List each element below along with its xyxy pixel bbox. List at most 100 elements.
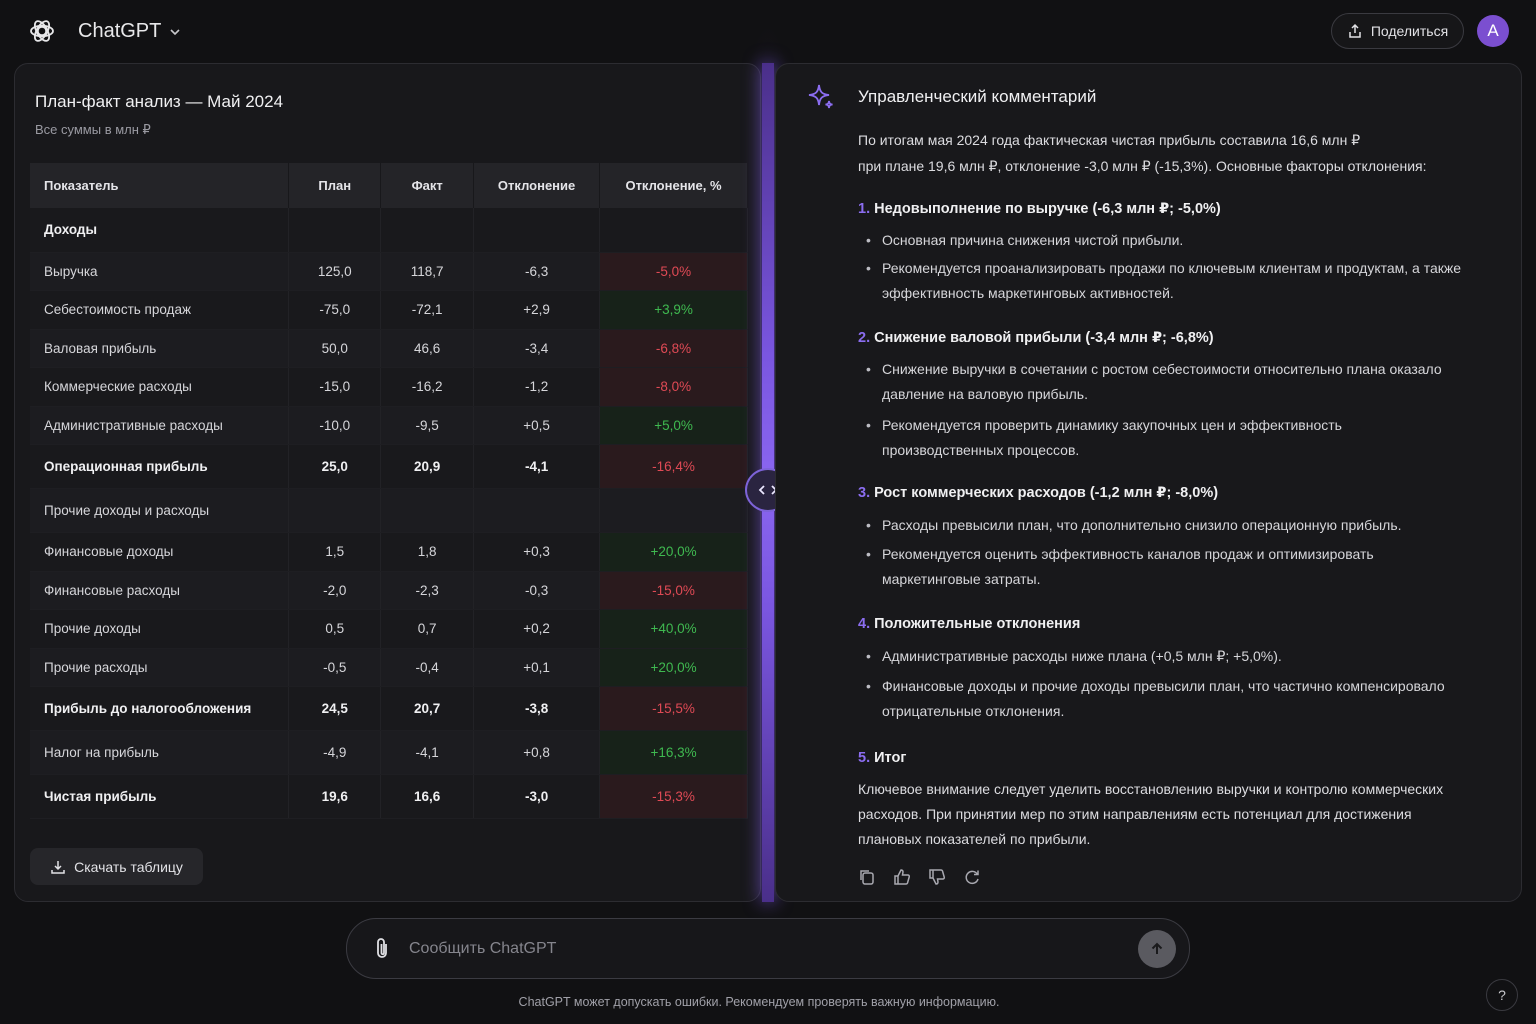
table-subtitle: Все суммы в млн ₽ [35,122,151,137]
table-cell-plan: 24,5 [288,686,382,731]
table-cell-dev: -0,3 [473,571,601,610]
share-label: Поделиться [1370,23,1449,39]
plan-fact-table: Показатель План Факт Отклонение Отклонен… [30,163,748,819]
table-row: Выручка 125,0 118,7 -6,3 -5,0% [30,252,748,291]
table-cell-fact [380,488,475,533]
table-cell-name: Прибыль до налогообложения [30,686,290,731]
table-row: Операционная прибыль 25,0 20,9 -4,1 -16,4% [30,444,748,489]
table-cell-dev: -3,8 [473,686,601,731]
table-title: План-факт анализ — Май 2024 [35,92,284,111]
commentary-panel: Управленческий комментарий По итогам мая… [775,63,1522,902]
table-cell-dev-pct [599,208,748,253]
table-cell-dev: -6,3 [473,252,601,291]
column-header-plan: План [288,163,382,208]
thumbs-down-icon[interactable] [928,868,946,886]
table-row: Коммерческие расходы -15,0 -16,2 -1,2 -8,0% [30,367,748,407]
message-input[interactable] [409,937,1109,961]
table-cell-plan: 19,6 [288,774,382,819]
share-button[interactable]: Поделиться [1331,13,1464,49]
table-cell-dev-pct: +3,9% [599,290,748,330]
table-cell-fact: 118,7 [380,252,475,291]
section-3-title: 3. Рост коммерческих расходов (-1,2 млн … [858,485,1219,501]
table-cell-dev-pct: -16,4% [599,444,748,489]
table-cell-plan: 50,0 [288,329,382,368]
table-cell-name: Коммерческие расходы [30,367,290,407]
table-cell-dev-pct: +20,0% [599,648,748,687]
section-2-title: 2. Снижение валовой прибыли (-3,4 млн ₽;… [858,330,1214,346]
paperclip-icon[interactable] [371,936,393,962]
message-composer [346,918,1190,979]
table-cell-name: Прочие доходы и расходы [30,488,290,533]
commentary-title: Управленческий комментарий [858,87,1097,106]
table-cell-fact: -0,4 [380,648,475,687]
table-cell-dev-pct: -6,8% [599,329,748,368]
table-cell-name: Выручка [30,252,290,291]
table-cell-plan: 25,0 [288,444,382,489]
section-2-bullet-1: Снижение выручки в сочетании с ростом се… [866,357,1466,407]
table-cell-fact [380,208,475,253]
chevron-down-icon [170,28,180,35]
table-row: Налог на прибыль -4,9 -4,1 +0,8 +16,3% [30,730,748,775]
table-cell-name: Финансовые расходы [30,571,290,610]
table-row: Себестоимость продаж -75,0 -72,1 +2,9 +3,9% [30,290,748,330]
table-cell-dev-pct: +20,0% [599,532,748,572]
table-cell-dev-pct: +40,0% [599,609,748,649]
table-cell-dev-pct: -15,3% [599,774,748,819]
table-cell-fact: 0,7 [380,609,475,649]
table-cell-plan: 0,5 [288,609,382,649]
table-cell-dev-pct: +16,3% [599,730,748,775]
section-3-bullet-2: Рекомендуется оценить эффективность кана… [866,542,1466,592]
commentary-intro: По итогам мая 2024 года фактическая чист… [858,127,1478,179]
table-cell-dev-pct: -5,0% [599,252,748,291]
table-cell-dev [473,208,601,253]
arrow-up-icon [1151,942,1163,954]
table-cell-fact: 20,7 [380,686,475,731]
table-cell-dev: +0,2 [473,609,601,649]
download-table-button[interactable]: Скачать таблицу [30,848,203,885]
table-row: Валовая прибыль 50,0 46,6 -3,4 -6,8% [30,329,748,368]
table-cell-name: Себестоимость продаж [30,290,290,330]
table-cell-name: Налог на прибыль [30,730,290,775]
table-cell-plan: 1,5 [288,532,382,572]
table-cell-dev-pct: -15,0% [599,571,748,610]
table-row: Доходы [30,208,748,253]
table-cell-fact: -72,1 [380,290,475,330]
column-header-fact: Факт [380,163,475,208]
table-cell-name: Прочие доходы [30,609,290,649]
table-cell-dev: +0,1 [473,648,601,687]
download-label: Скачать таблицу [74,858,183,875]
share-icon [1349,23,1361,38]
send-button[interactable] [1138,930,1176,968]
section-4-bullet-2: Финансовые доходы и прочие доходы превыс… [866,674,1466,724]
avatar[interactable]: A [1477,15,1509,47]
intro-line-2: при плане 19,6 млн ₽, отклонение -3,0 мл… [858,158,1427,174]
table-cell-name: Административные расходы [30,406,290,445]
table-row: Административные расходы -10,0 -9,5 +0,5 +5,… [30,406,748,445]
table-cell-plan: -0,5 [288,648,382,687]
table-cell-plan: -2,0 [288,571,382,610]
table-row: Прочие доходы 0,5 0,7 +0,2 +40,0% [30,609,748,649]
thumbs-up-icon[interactable] [893,868,911,886]
copy-icon[interactable] [858,868,876,886]
table-cell-plan: 125,0 [288,252,382,291]
table-cell-dev-pct: -15,5% [599,686,748,731]
table-cell-fact: 20,9 [380,444,475,489]
intro-line-1: По итогам мая 2024 года фактическая чист… [858,132,1361,148]
section-1-title: 1. Недовыполнение по выручке (-6,3 млн ₽… [858,201,1221,217]
table-row: Чистая прибыль 19,6 16,6 -3,0 -15,3% [30,774,748,819]
regenerate-icon[interactable] [963,868,981,886]
section-1-bullet-1: Основная причина снижения чистой прибыли… [866,228,1466,253]
column-header-deviation-pct: Отклонение, % [599,163,748,208]
table-cell-plan: -15,0 [288,367,382,407]
section-2-bullet-2: Рекомендуется проверить динамику закупоч… [866,413,1466,463]
table-cell-plan [288,488,382,533]
table-cell-fact: -9,5 [380,406,475,445]
chatgpt-logo-icon[interactable] [28,17,56,45]
table-cell-plan: -4,9 [288,730,382,775]
table-cell-dev: -1,2 [473,367,601,407]
model-selector[interactable]: ChatGPT [78,20,181,43]
table-cell-dev-pct: -8,0% [599,367,748,407]
table-cell-dev-pct: +5,0% [599,406,748,445]
help-button[interactable]: ? [1486,979,1518,1011]
table-cell-dev: +2,9 [473,290,601,330]
